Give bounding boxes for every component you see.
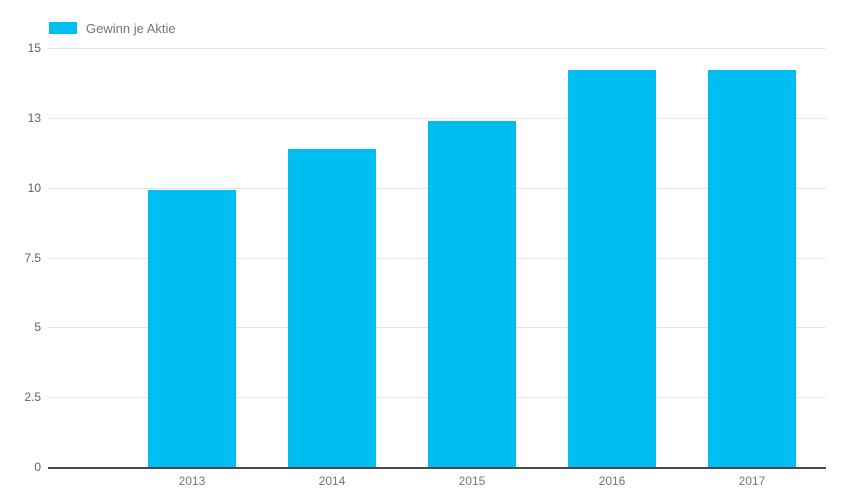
y-tick-label-7.5: 7.5 (24, 251, 41, 265)
y-tick-label-10: 10 (27, 181, 41, 195)
y-tick-label-15: 15 (27, 41, 41, 55)
x-axis-label-2013: 2013 (178, 474, 206, 488)
y-tick-label-13: 13 (27, 111, 41, 125)
x-axis-label-2015: 2015 (458, 474, 486, 488)
x-axis-baseline (48, 467, 826, 469)
bar-2014[interactable] (288, 149, 376, 467)
bar-2016[interactable] (568, 70, 656, 467)
bar-2015[interactable] (428, 121, 516, 467)
legend-swatch (49, 22, 77, 34)
bar-2013[interactable] (148, 190, 236, 467)
chart-legend: Gewinn je Aktie (49, 17, 176, 39)
x-axis-label-2017: 2017 (738, 474, 766, 488)
y-tick-label-5: 5 (34, 320, 41, 334)
gridline-15 (48, 48, 826, 49)
legend-label: Gewinn je Aktie (86, 20, 176, 36)
bar-2017[interactable] (708, 70, 796, 467)
x-axis-label-2014: 2014 (318, 474, 346, 488)
y-tick-label-2.5: 2.5 (24, 390, 41, 404)
gridline-13 (48, 118, 826, 119)
y-tick-label-0: 0 (34, 460, 41, 474)
x-axis-label-2016: 2016 (598, 474, 626, 488)
